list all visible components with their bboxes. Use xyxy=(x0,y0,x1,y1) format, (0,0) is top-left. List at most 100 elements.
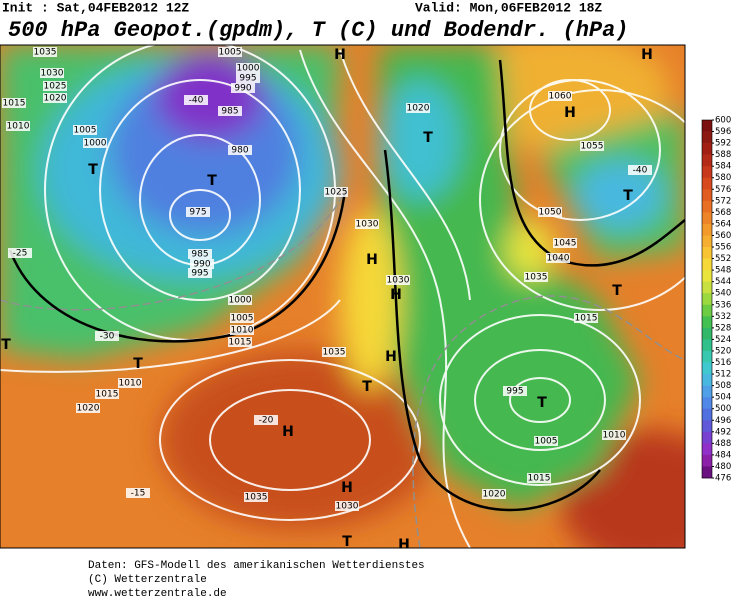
contour-label: -40 xyxy=(189,96,204,106)
colorbar-tick-label: 544 xyxy=(715,277,731,287)
label-box xyxy=(8,248,32,258)
colorbar-bin xyxy=(702,350,712,363)
pressure-center: T xyxy=(133,356,143,372)
label-box xyxy=(548,91,572,101)
contour-label: 1015 xyxy=(575,314,598,324)
colorbar-tick-label: 524 xyxy=(715,335,731,345)
label-box xyxy=(231,83,255,93)
colorbar-bin xyxy=(702,454,712,467)
colorbar-bin xyxy=(702,281,712,294)
colorbar-bin xyxy=(702,385,712,398)
label-box xyxy=(188,249,212,259)
colorbar-tick-label: 476 xyxy=(715,474,731,484)
colorbar-frame xyxy=(701,119,713,479)
contour-label: 980 xyxy=(231,146,248,156)
colorbar-tick-label: 496 xyxy=(715,416,731,426)
colorbar-bin xyxy=(702,154,712,167)
colorbar-tick-label: 560 xyxy=(715,231,731,241)
label-box xyxy=(406,103,430,113)
colorbar-tick-label: 520 xyxy=(715,346,731,356)
colorbar-tick-label: 504 xyxy=(715,393,731,403)
label-box xyxy=(6,121,30,131)
pressure-center: T xyxy=(423,130,433,146)
label-box xyxy=(218,47,242,57)
colorbar-bin xyxy=(702,177,712,190)
contour-label: 1010 xyxy=(7,122,30,132)
colorbar-tick-label: 552 xyxy=(715,254,731,264)
contour-label: 1015 xyxy=(229,338,252,348)
contour-label: 995 xyxy=(506,387,523,397)
footer-line: www.wetterzentrale.de xyxy=(88,588,227,600)
label-box xyxy=(95,331,119,341)
label-box xyxy=(2,98,26,108)
label-box xyxy=(126,488,150,498)
label-box xyxy=(244,492,268,502)
colorbar-bin xyxy=(702,293,712,306)
label-box xyxy=(335,501,359,511)
colorbar-bin xyxy=(702,143,712,155)
contour-label: 1015 xyxy=(528,474,551,484)
label-box xyxy=(236,63,260,73)
colorbar-tick-label: 588 xyxy=(715,150,731,160)
contour-label: 1035 xyxy=(245,493,268,503)
colorbar-bin xyxy=(702,200,712,213)
colorbar-tick-label: 572 xyxy=(715,196,731,206)
label-box xyxy=(628,165,652,175)
pressure-center: H xyxy=(341,480,353,496)
label-box xyxy=(218,106,242,116)
colorbar-tick-label: 584 xyxy=(715,162,731,172)
label-box xyxy=(83,138,107,148)
label-box xyxy=(33,47,57,57)
colorbar-bin xyxy=(702,212,712,225)
colorbar-tick-label: 508 xyxy=(715,381,731,391)
contour-label: 1020 xyxy=(483,490,506,500)
contour-label: -40 xyxy=(633,166,648,176)
pressure-center: H xyxy=(398,537,410,553)
pressure-center: T xyxy=(1,337,11,353)
contour-label: -25 xyxy=(13,249,28,259)
contour-label: 1005 xyxy=(535,437,558,447)
colorbar-tick-label: 556 xyxy=(715,243,731,253)
pressure-center: H xyxy=(334,47,346,63)
colorbar-tick-label: 536 xyxy=(715,300,731,310)
map-title: 500 hPa Geopot.(gpdm), T (C) und Bodendr… xyxy=(8,18,629,43)
label-box xyxy=(546,253,570,263)
label-box xyxy=(188,268,212,278)
colorbar-bin xyxy=(702,166,712,179)
footer-line: Daten: GFS-Modell des amerikanischen Wet… xyxy=(88,560,425,572)
label-box xyxy=(228,295,252,305)
label-box xyxy=(236,73,260,83)
contour-label: 1010 xyxy=(119,379,142,389)
pressure-center: H xyxy=(385,349,397,365)
label-box xyxy=(386,275,410,285)
colorbar-bin xyxy=(702,189,712,202)
pressure-center: T xyxy=(207,173,217,189)
colorbar-tick-label: 512 xyxy=(715,370,731,380)
colorbar-tick-label: 532 xyxy=(715,312,731,322)
colorbar-tick-label: 480 xyxy=(715,462,731,472)
contour-label: 1010 xyxy=(603,431,626,441)
colorbar-bin xyxy=(702,397,712,410)
label-box xyxy=(118,378,142,388)
label-box xyxy=(76,403,100,413)
label-box xyxy=(602,430,626,440)
colorbar-bin xyxy=(702,420,712,433)
colorbar-tick-label: 592 xyxy=(715,139,731,149)
colorbar-tick-label: 516 xyxy=(715,358,731,368)
colorbar-tick-label: 528 xyxy=(715,323,731,333)
pressure-center: T xyxy=(342,534,352,550)
contour-label: 1045 xyxy=(554,239,577,249)
contour-label: 1020 xyxy=(407,104,430,114)
contour-label: 1035 xyxy=(525,273,548,283)
contour-label: 1010 xyxy=(231,326,254,336)
contour-label: 1035 xyxy=(34,48,57,58)
colorbar-bin xyxy=(702,443,712,456)
contour-label: 1020 xyxy=(77,404,100,414)
pressure-center: T xyxy=(623,188,633,204)
pressure-center: H xyxy=(641,47,653,63)
contour-label: 1015 xyxy=(3,99,26,109)
label-box xyxy=(580,141,604,151)
contour-label: 1005 xyxy=(74,126,97,136)
label-box xyxy=(184,95,208,105)
colorbar-bin xyxy=(702,304,712,317)
